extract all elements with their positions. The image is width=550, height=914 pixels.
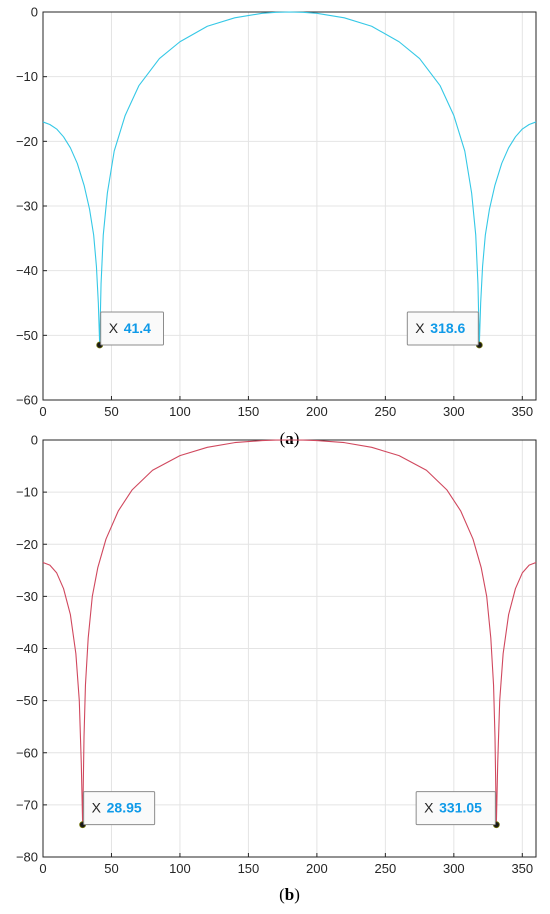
- y-tick-label: 0: [31, 433, 38, 448]
- subcaption-label: (a): [280, 429, 300, 448]
- chart-panel-b: 0 50 100 150 200 250 300 350 0 −10 −20 −30 −40 −50 −60…: [16, 433, 537, 904]
- datatip-value: 28.95: [107, 800, 142, 816]
- datatip-box: [100, 311, 164, 346]
- x-tick-label: 150: [238, 861, 260, 876]
- x-tick-label: 50: [104, 404, 118, 419]
- datatip-x-label: X: [424, 800, 434, 816]
- x-tick-label: 350: [511, 861, 533, 876]
- x-tick-label: 0: [39, 404, 46, 419]
- y-tick-label: −10: [16, 485, 38, 500]
- x-tick-label: 100: [169, 404, 191, 419]
- chart-panel-a: 0 50 100 150 200 250 300 350 0 −10 −20 −30 −40 −50 −60…: [16, 5, 537, 448]
- datatip-box: [415, 791, 496, 826]
- x-tick-label: 200: [306, 404, 328, 419]
- x-tick-label: 300: [443, 404, 465, 419]
- x-tick-label: 300: [443, 861, 465, 876]
- y-tick-label: −10: [16, 69, 38, 84]
- datatip-x-label: X: [109, 320, 119, 336]
- x-tick-label: 0: [39, 861, 46, 876]
- series-line: [42, 439, 537, 826]
- y-tick-label: −50: [16, 328, 38, 343]
- y-tick-label: −40: [16, 641, 38, 656]
- x-tick-label: 200: [306, 861, 328, 876]
- y-tick-label: −50: [16, 693, 38, 708]
- datatip-x-label: X: [92, 800, 102, 816]
- y-tick-label: 0: [31, 5, 38, 20]
- datatip-box: [83, 791, 156, 826]
- x-tick-label: 50: [104, 861, 118, 876]
- y-tick-label: −60: [16, 745, 38, 760]
- y-tick-label: −80: [16, 850, 38, 865]
- y-tick-label: −30: [16, 199, 38, 214]
- x-tick-label: 150: [238, 404, 260, 419]
- y-tick-label: −40: [16, 263, 38, 278]
- datatip-x-label: X: [415, 320, 425, 336]
- y-tick-label: −30: [16, 589, 38, 604]
- y-tick-label: −70: [16, 797, 38, 812]
- y-tick-label: −20: [16, 537, 38, 552]
- x-tick-label: 250: [375, 861, 397, 876]
- datatip-value: 318.6: [430, 320, 465, 336]
- x-tick-label: 100: [169, 861, 191, 876]
- subcaption-label: (b): [279, 885, 300, 904]
- x-tick-label: 350: [511, 404, 533, 419]
- datatip-value: 41.4: [124, 320, 151, 336]
- datatip-value: 331.05: [439, 800, 482, 816]
- x-tick-label: 250: [375, 404, 397, 419]
- y-tick-label: −20: [16, 134, 38, 149]
- y-tick-label: −60: [16, 393, 38, 408]
- datatip-box: [406, 311, 479, 346]
- series-line: [42, 11, 537, 346]
